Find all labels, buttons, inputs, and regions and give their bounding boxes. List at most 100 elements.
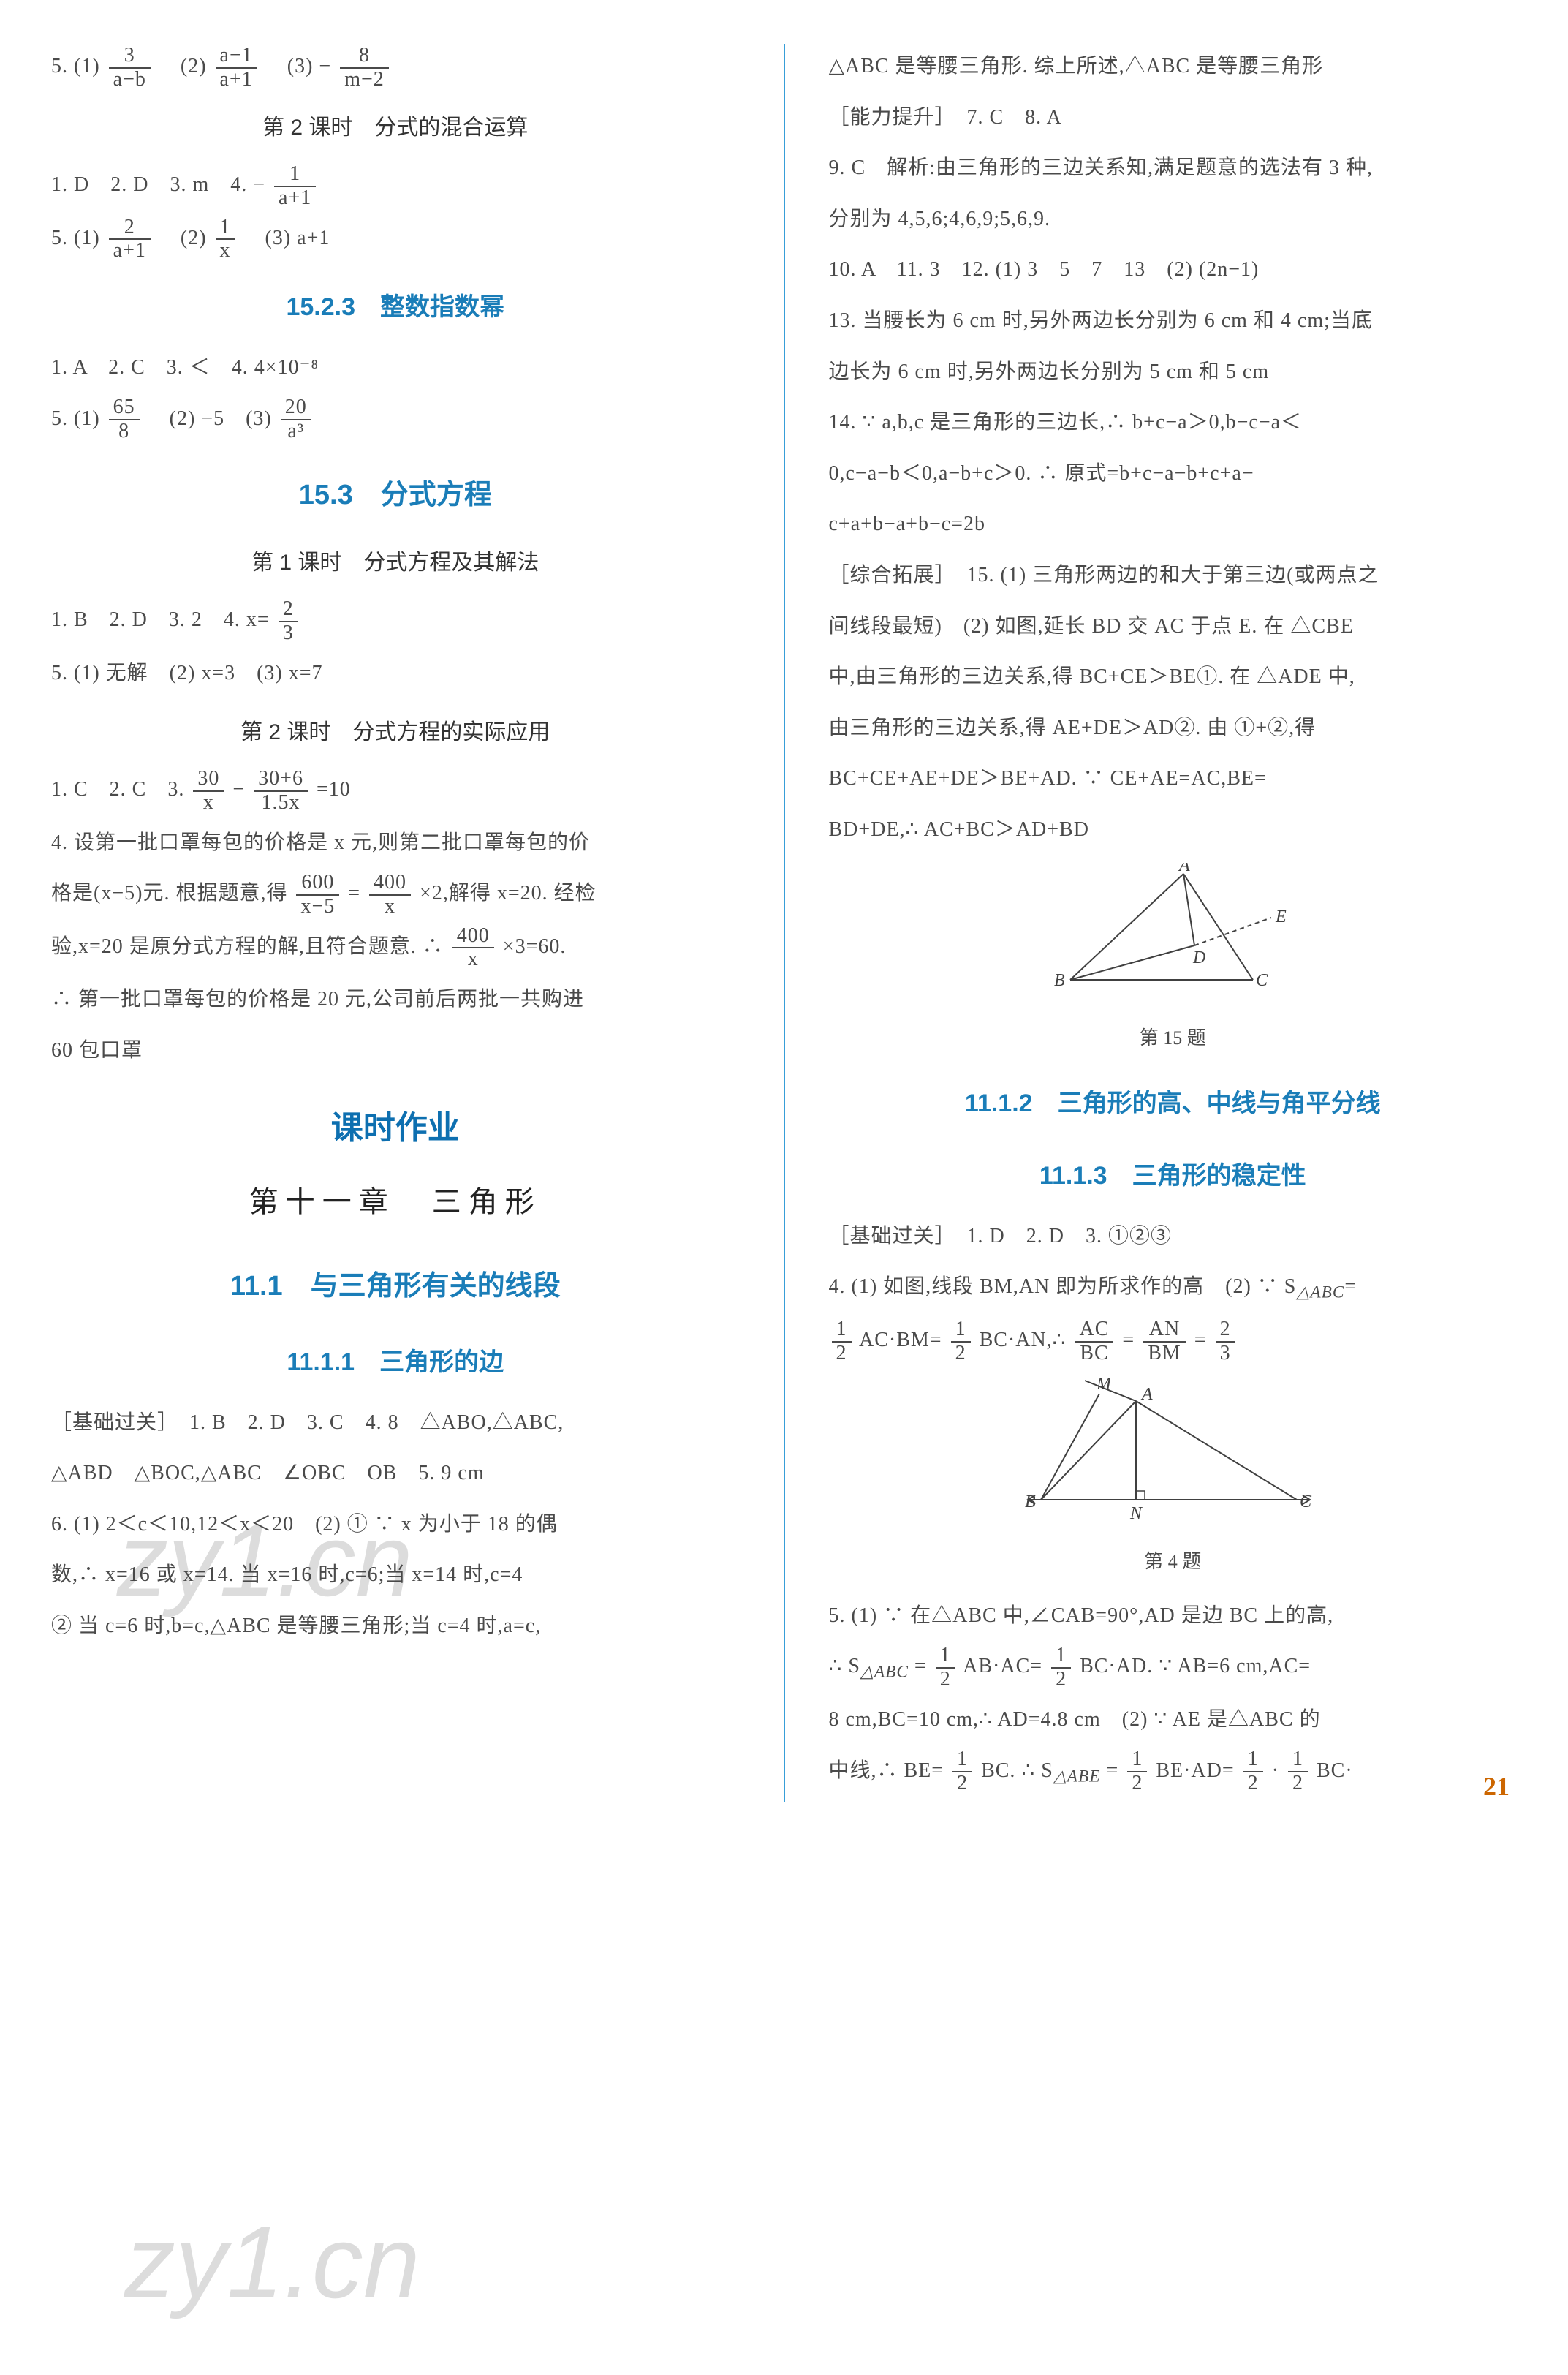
fraction: 12 [952,1748,972,1795]
section-heading: 11.1.2 三角形的高、中线与角平分线 [829,1076,1518,1131]
fraction: 8m−2 [340,45,389,91]
text: (2) [159,227,213,249]
figure-caption: 第 15 题 [829,1017,1518,1059]
text: BC·AD. ∵ AB=6 cm,AC= [1080,1655,1311,1677]
text-line: 14. ∵ a,b,c 是三角形的三边长,∴ b+c−a＞0,b−c−a＜ [829,400,1518,445]
fraction: 1x [216,216,235,263]
text-line: 6. (1) 2＜c＜10,12＜x＜20 (2) ① ∵ x 为小于 18 的… [51,1502,740,1547]
text-line: △ABD △BOC,△ABC ∠OBC OB 5. 9 cm [51,1451,740,1496]
text: AC·BM= [859,1329,942,1351]
fraction: 1a+1 [274,163,316,210]
text: 1. D 2. D 3. m 4. − [51,173,265,196]
fraction: 12 [936,1645,955,1691]
svg-text:M: M [1096,1375,1113,1394]
text-line: 1. B 2. D 3. 2 4. x= 23 [51,597,740,644]
text: · [1272,1759,1279,1782]
text-line: 60 包口罩 [51,1028,740,1073]
fraction: ACBC [1075,1318,1114,1365]
text-line: 验,x=20 是原分式方程的解,且符合题意. ∴ 400x ×3=60. [51,924,740,971]
fraction: 600x−5 [296,872,339,918]
text: = [1122,1329,1135,1351]
column-divider [784,44,785,1802]
text-line: 格是(x−5)元. 根据题意,得 600x−5 = 400x ×2,解得 x=2… [51,871,740,918]
text-line: ② 当 c=6 时,b=c,△ABC 是等腰三角形;当 c=4 时,a=c, [51,1604,740,1649]
fraction: 12 [1243,1748,1263,1795]
text: − [232,778,245,801]
fraction: 12 [1127,1748,1147,1795]
text-line: 4. (1) 如图,线段 BM,AN 即为所求作的高 (2) ∵ S△ABC= [829,1264,1518,1312]
text-line: BD+DE,∴ AC+BC＞AD+BD [829,807,1518,853]
subscript: △ABC [1296,1283,1344,1302]
fraction: 400x [369,872,411,918]
text: 5. (1) [51,55,106,78]
text: 1. B 2. D 3. 2 4. x= [51,608,270,631]
text-line: c+a+b−a+b−c=2b [829,502,1518,547]
section-heading: 11.1.3 三角形的稳定性 [829,1149,1518,1204]
text-line: 中,由三角形的三边关系,得 BC+CE＞BE①. 在 △ADE 中, [829,654,1518,700]
fraction: 658 [109,396,140,443]
svg-text:C: C [1256,971,1268,990]
svg-text:N: N [1129,1504,1143,1522]
fraction: 30x [193,768,224,815]
subscript: △ABE [1053,1767,1101,1786]
fraction: 12 [951,1318,971,1365]
subsection-heading: 11.1.1 三角形的边 [51,1335,740,1390]
chapter-title: 课时作业 [51,1093,740,1164]
text-line: ［基础过关］ 1. B 2. D 3. C 4. 8 △ABO,△ABC, [51,1400,740,1446]
watermark: zy1.cn [124,2150,420,2375]
text: = [1344,1275,1357,1298]
text: (3) a+1 [244,227,330,249]
text-line: 数,∴ x=16 或 x=14. 当 x=16 时,c=6;当 x=14 时,c… [51,1552,740,1598]
text-line: 0,c−a−b＜0,a−b+c＞0. ∴ 原式=b+c−a−b+c+a− [829,451,1518,496]
fraction: 3a−b [109,45,151,91]
section-heading: 15.3 分式方程 [51,465,740,526]
text-line: 9. C 解析:由三角形的三边关系知,满足题意的选法有 3 种, [829,146,1518,191]
triangle-diagram-4: ABCNM 第 4 题 [829,1375,1518,1583]
left-column: 5. (1) 3a−b (2) a−1a+1 (3) − 8m−2 第 2 课时… [51,44,740,1802]
text: AB·AC= [963,1655,1042,1677]
text-line: 间线段最短) (2) 如图,延长 BD 交 AC 于点 E. 在 △CBE [829,604,1518,649]
svg-text:A: A [1178,863,1190,875]
subsection-heading: 第 2 课时 分式方程的实际应用 [51,709,740,757]
text-line: ［能力提升］ 7. C 8. A [829,95,1518,140]
figure-svg: ABCDE [1041,863,1304,998]
fraction: 400x [452,925,494,972]
text-line: 分别为 4,5,6;4,6,9;5,6,9. [829,197,1518,242]
svg-text:A: A [1140,1385,1153,1404]
text-line: 5. (1) 2a+1 (2) 1x (3) a+1 [51,216,740,263]
fraction: ANBM [1143,1318,1186,1365]
text: =10 [317,778,351,801]
text-line: 13. 当腰长为 6 cm 时,另外两边长分别为 6 cm 和 4 cm;当底 [829,298,1518,344]
text: = [914,1655,927,1677]
text: ∴ S [829,1655,860,1677]
subscript: △ABC [860,1663,909,1682]
text: (3) − [266,55,331,78]
text-line: 边长为 6 cm 时,另外两边长分别为 5 cm 和 5 cm [829,350,1518,395]
text: 1. C 2. C 3. [51,778,190,801]
fraction: 23 [279,598,298,645]
text-line: 1. A 2. C 3. ＜ 4. 4×10⁻⁸ [51,345,740,390]
text-line: △ABC 是等腰三角形. 综上所述,△ABC 是等腰三角形 [829,44,1518,89]
svg-text:B: B [1054,971,1065,990]
triangle-diagram-15: ABCDE 第 15 题 [829,863,1518,1060]
text: BC·AN,∴ [980,1329,1072,1351]
fraction: 12 [1051,1645,1071,1691]
text-line: 10. A 11. 3 12. (1) 3 5 7 13 (2) (2n−1) [829,247,1518,292]
text-line: BC+CE+AE+DE＞BE+AD. ∵ CE+AE=AC,BE= [829,756,1518,801]
text-line: 中线,∴ BE= 12 BC. ∴ S△ABE = 12 BE·AD= 12 ·… [829,1748,1518,1796]
fraction: 2a+1 [109,216,151,263]
section-heading: 11.1 与三角形有关的线段 [51,1256,740,1318]
text: 5. (1) [51,227,106,249]
text-line: 12 AC·BM= 12 BC·AN,∴ ACBC = ANBM = 23 [829,1318,1518,1364]
text-line: 5. (1) ∵ 在△ABC 中,∠CAB=90°,AD 是边 BC 上的高, [829,1593,1518,1639]
fraction: 12 [832,1318,852,1365]
text: 验,x=20 是原分式方程的解,且符合题意. ∴ [51,935,450,958]
page-number: 21 [1483,1758,1510,1816]
text: BE·AD= [1156,1759,1234,1782]
text-line: 由三角形的三边关系,得 AE+DE＞AD②. 由 ①+②,得 [829,706,1518,751]
svg-text:D: D [1192,948,1205,967]
text: ×3=60. [503,935,567,958]
text: = [348,882,360,905]
text-line: ［基础过关］ 1. D 2. D 3. ①②③ [829,1214,1518,1259]
text: 格是(x−5)元. 根据题意,得 [51,882,287,905]
